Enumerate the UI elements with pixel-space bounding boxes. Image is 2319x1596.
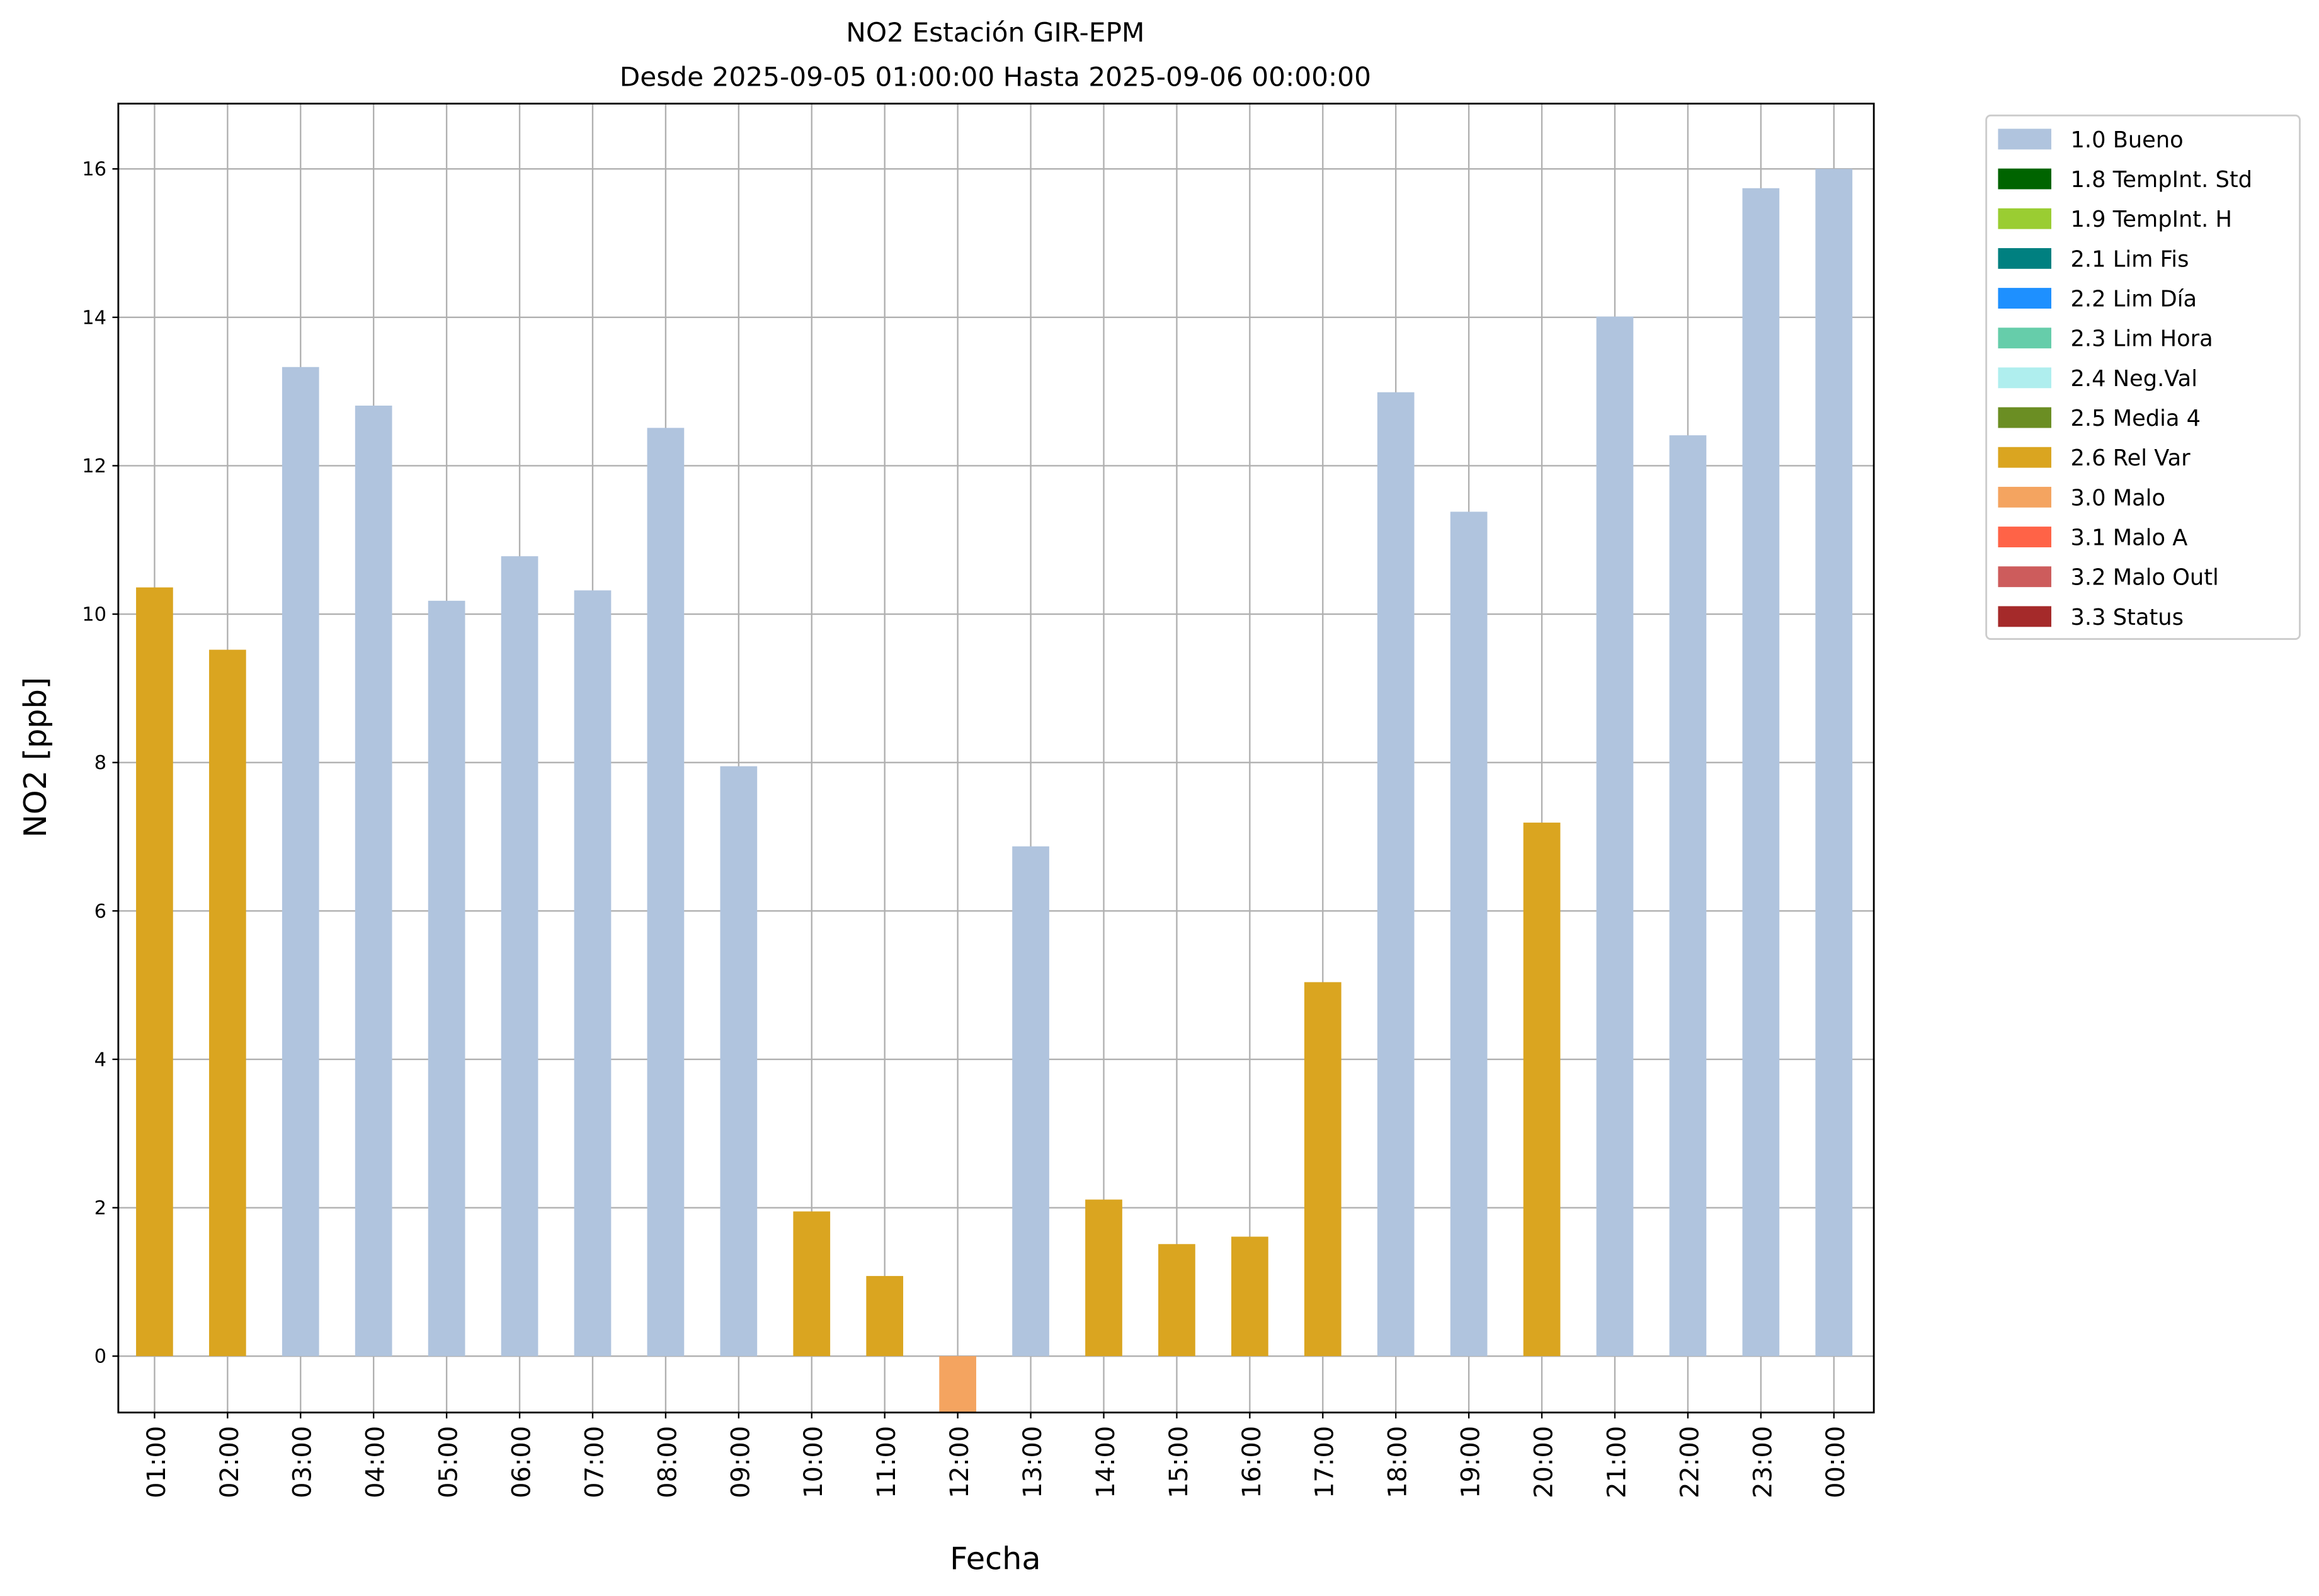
legend-swatch — [1998, 566, 2051, 588]
bar-13:00 — [1012, 846, 1049, 1357]
x-ticks: 01:00 02:00 03:00 04:00 05:00 06:00 07:00 08:00… — [142, 1412, 1850, 1498]
x-tick-label: 05:00 — [435, 1426, 464, 1498]
y-tick-label: 8 — [94, 752, 106, 774]
bar-08:00 — [647, 428, 685, 1357]
legend-entry: 3.1 Malo A — [2071, 525, 2188, 550]
x-tick-label: 09:00 — [726, 1426, 755, 1498]
bar-02:00 — [208, 649, 246, 1357]
legend-swatch — [1998, 486, 2051, 508]
y-ticks: 0 2 4 6 8 10 12 14 16 — [82, 159, 118, 1368]
x-axis-label: Fecha — [950, 1541, 1041, 1577]
legend-entry: 2.5 Media 4 — [2071, 406, 2201, 431]
bar-14:00 — [1085, 1199, 1122, 1357]
bar-07:00 — [574, 590, 612, 1357]
plot-frame — [117, 103, 1875, 1414]
x-tick-label: 18:00 — [1384, 1426, 1413, 1498]
legend-entry: 1.8 TempInt. Std — [2071, 167, 2252, 193]
legend-entry: 3.0 Malo — [2071, 485, 2166, 511]
x-tick-label: 22:00 — [1675, 1426, 1704, 1498]
x-tick-label: 10:00 — [799, 1426, 828, 1498]
bar-18:00 — [1377, 392, 1415, 1357]
bar-15:00 — [1158, 1244, 1195, 1357]
legend-entry: 2.4 Neg.Val — [2071, 366, 2198, 392]
bar-03:00 — [282, 367, 319, 1357]
y-tick-label: 2 — [94, 1197, 106, 1219]
legend-entry: 3.2 Malo Outl — [2071, 565, 2219, 591]
legend-entry: 3.3 Status — [2071, 605, 2184, 630]
legend: 1.0 Bueno 1.8 TempInt. Std 1.9 TempInt. H 2… — [1985, 114, 2301, 640]
bars — [136, 169, 1853, 1413]
x-tick-label: 07:00 — [580, 1426, 609, 1498]
bar-23:00 — [1742, 188, 1780, 1357]
x-tick-label: 04:00 — [362, 1426, 390, 1498]
bar-16:00 — [1231, 1236, 1268, 1357]
bar-09:00 — [720, 766, 758, 1357]
bar-21:00 — [1596, 316, 1634, 1357]
bar-19:00 — [1450, 511, 1488, 1357]
x-tick-label: 13:00 — [1018, 1426, 1047, 1498]
x-tick-label: 19:00 — [1457, 1426, 1486, 1498]
bar-01:00 — [136, 587, 173, 1357]
x-tick-label: 23:00 — [1748, 1426, 1777, 1498]
x-tick-label: 11:00 — [872, 1426, 901, 1498]
x-tick-label: 16:00 — [1238, 1426, 1267, 1498]
bar-20:00 — [1523, 823, 1561, 1357]
y-axis-label: NO2 [ppb] — [17, 677, 54, 838]
x-tick-label: 08:00 — [653, 1426, 682, 1498]
legend-swatch — [1998, 288, 2051, 309]
bar-22:00 — [1669, 435, 1707, 1357]
x-tick-label: 21:00 — [1602, 1426, 1631, 1498]
chart-subtitle: Desde 2025-09-05 01:00:00 Hasta 2025-09-… — [620, 61, 1371, 92]
y-tick-label: 0 — [94, 1346, 106, 1368]
chart-title: NO2 Estación GIR-EPM — [846, 17, 1144, 48]
bar-00:00 — [1815, 169, 1853, 1357]
legend-entry: 2.1 Lim Fis — [2071, 246, 2189, 272]
y-tick-label: 16 — [82, 159, 106, 181]
legend-swatch — [1998, 128, 2051, 150]
legend-entry: 2.3 Lim Hora — [2071, 326, 2213, 352]
legend-swatch — [1998, 606, 2051, 627]
bar-04:00 — [355, 406, 392, 1357]
x-tick-label: 20:00 — [1530, 1426, 1559, 1498]
legend-swatch — [1998, 447, 2051, 468]
x-tick-label: 12:00 — [945, 1426, 974, 1498]
legend-swatch — [1998, 208, 2051, 229]
y-tick-label: 12 — [82, 455, 106, 477]
bar-17:00 — [1304, 982, 1342, 1357]
legend-frame — [1985, 114, 2301, 640]
x-tick-label: 02:00 — [215, 1426, 244, 1498]
legend-entry: 2.6 Rel Var — [2071, 445, 2191, 471]
legend-swatch — [1998, 248, 2051, 269]
bar-11:00 — [866, 1275, 904, 1357]
bar-06:00 — [501, 556, 538, 1357]
legend-swatch — [1998, 367, 2051, 389]
y-tick-label: 6 — [94, 901, 106, 923]
legend-swatch — [1998, 407, 2051, 428]
bar-12:00 — [939, 1356, 976, 1413]
legend-swatch — [1998, 168, 2051, 190]
bar-10:00 — [793, 1211, 831, 1357]
y-tick-label: 10 — [82, 604, 106, 626]
legend-swatch — [1998, 527, 2051, 547]
y-tick-label: 14 — [82, 307, 106, 329]
y-tick-label: 4 — [94, 1049, 106, 1071]
x-tick-label: 17:00 — [1311, 1426, 1340, 1498]
legend-swatch — [1998, 328, 2051, 349]
legend-entry: 1.0 Bueno — [2071, 127, 2184, 153]
x-tick-label: 01:00 — [142, 1426, 171, 1498]
x-tick-label: 00:00 — [1821, 1426, 1850, 1498]
x-tick-label: 03:00 — [288, 1426, 317, 1498]
x-tick-label: 06:00 — [507, 1426, 536, 1498]
legend-entry: 1.9 TempInt. H — [2071, 207, 2232, 232]
x-tick-label: 14:00 — [1091, 1426, 1120, 1498]
x-tick-label: 15:00 — [1165, 1426, 1194, 1498]
bar-05:00 — [428, 600, 465, 1357]
legend-entry: 2.2 Lim Día — [2071, 286, 2197, 312]
